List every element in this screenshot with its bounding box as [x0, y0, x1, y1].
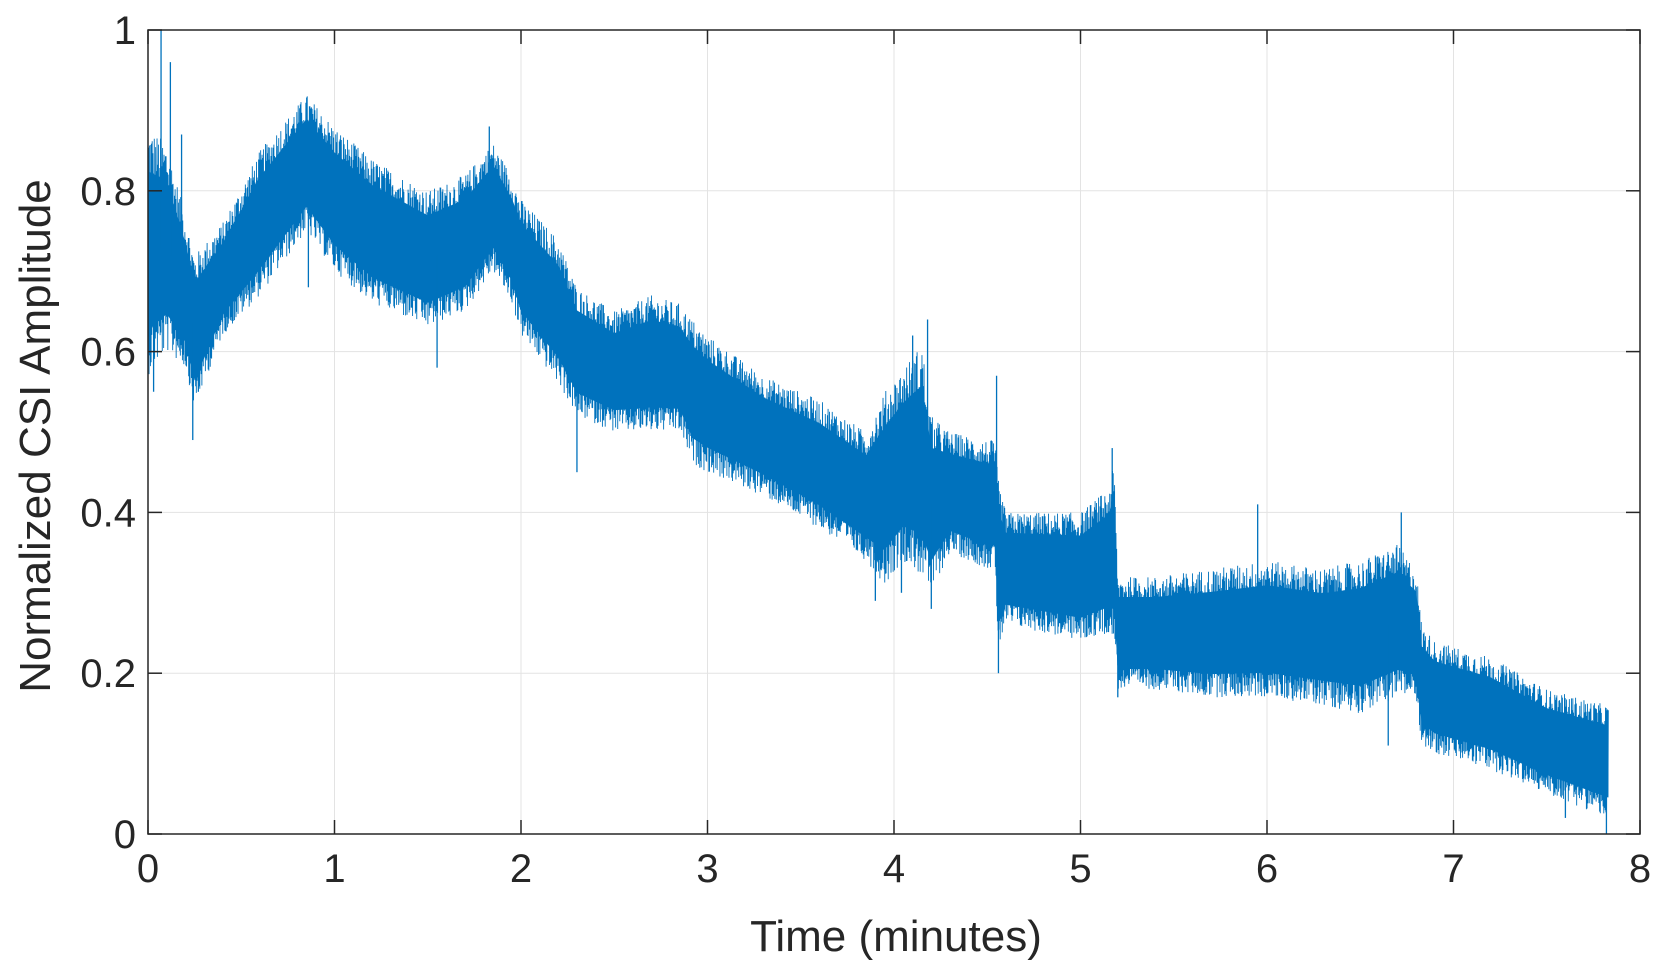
- x-tick-label: 3: [696, 847, 718, 891]
- x-tick-label: 4: [883, 847, 905, 891]
- y-tick-label: 0.6: [80, 331, 136, 375]
- x-tick-label: 6: [1256, 847, 1278, 891]
- series-layer: [147, 30, 1609, 834]
- x-tick-label: 8: [1629, 847, 1651, 891]
- y-axis-label: Normalized CSI Amplitude: [11, 179, 60, 693]
- y-tick-labels: 0 0.2 0.4 0.6 0.8 1: [80, 9, 136, 857]
- y-tick-label: 0.8: [80, 170, 136, 214]
- y-tick-label: 0.4: [80, 491, 136, 535]
- x-tick-label: 5: [1069, 847, 1091, 891]
- x-axis-label: Time (minutes): [750, 912, 1042, 961]
- y-tick-label: 0.2: [80, 652, 136, 696]
- x-tick-label: 0: [137, 847, 159, 891]
- series-band: [148, 118, 1609, 798]
- x-tick-label: 1: [323, 847, 345, 891]
- axes: [147, 29, 1641, 835]
- y-tick-label: 1: [114, 9, 136, 53]
- x-tick-labels: 0 1 2 3 4 5 6 7 8: [137, 847, 1651, 891]
- y-tick-label: 0: [114, 813, 136, 857]
- x-tick-label: 7: [1442, 847, 1464, 891]
- x-tick-label: 2: [510, 847, 532, 891]
